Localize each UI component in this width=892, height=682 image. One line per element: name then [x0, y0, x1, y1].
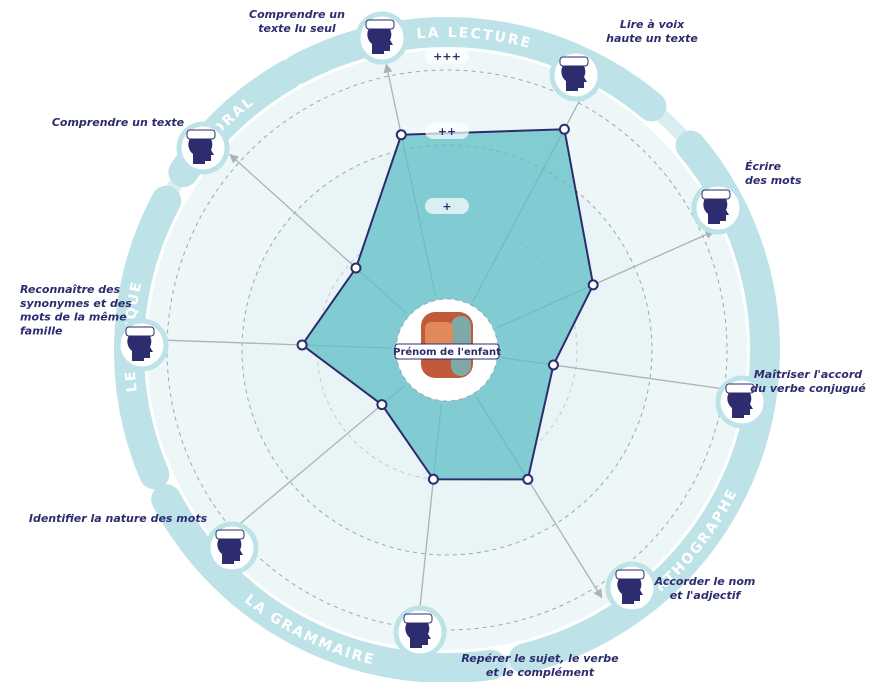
score-point	[589, 280, 598, 289]
skill-label: Comprendre un texte	[52, 116, 185, 129]
score-point	[429, 475, 438, 484]
skill-icon-bubble	[366, 20, 394, 29]
skill-icon-bubble	[702, 190, 730, 199]
score-point	[397, 130, 406, 139]
score-point	[351, 264, 360, 273]
score-point	[549, 360, 558, 369]
backpack-flap	[425, 322, 453, 346]
skill-icon-bubble	[187, 130, 215, 139]
skill-icon-bubble	[404, 614, 432, 623]
score-point	[298, 340, 307, 349]
level-label: +	[442, 200, 451, 213]
skill-icon-bubble	[216, 530, 244, 539]
score-point	[560, 125, 569, 134]
center-label: Prénom de l'enfant	[393, 346, 501, 358]
level-label: +++	[433, 50, 461, 63]
skill-icon-bubble	[126, 327, 154, 336]
skill-icon-bubble	[560, 57, 588, 66]
skill-label: Identifier la nature des mots	[29, 512, 208, 525]
level-label: ++	[438, 125, 456, 138]
skill-icon-bubble	[616, 570, 644, 579]
score-point	[377, 400, 386, 409]
radar-infographic: LA LECTUREL'ORTHOGRAPHELA GRAMMAIRELE LE…	[0, 0, 892, 682]
score-point	[523, 475, 532, 484]
